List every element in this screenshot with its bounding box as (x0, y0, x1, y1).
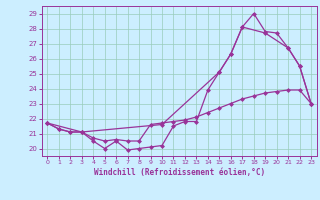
X-axis label: Windchill (Refroidissement éolien,°C): Windchill (Refroidissement éolien,°C) (94, 168, 265, 177)
